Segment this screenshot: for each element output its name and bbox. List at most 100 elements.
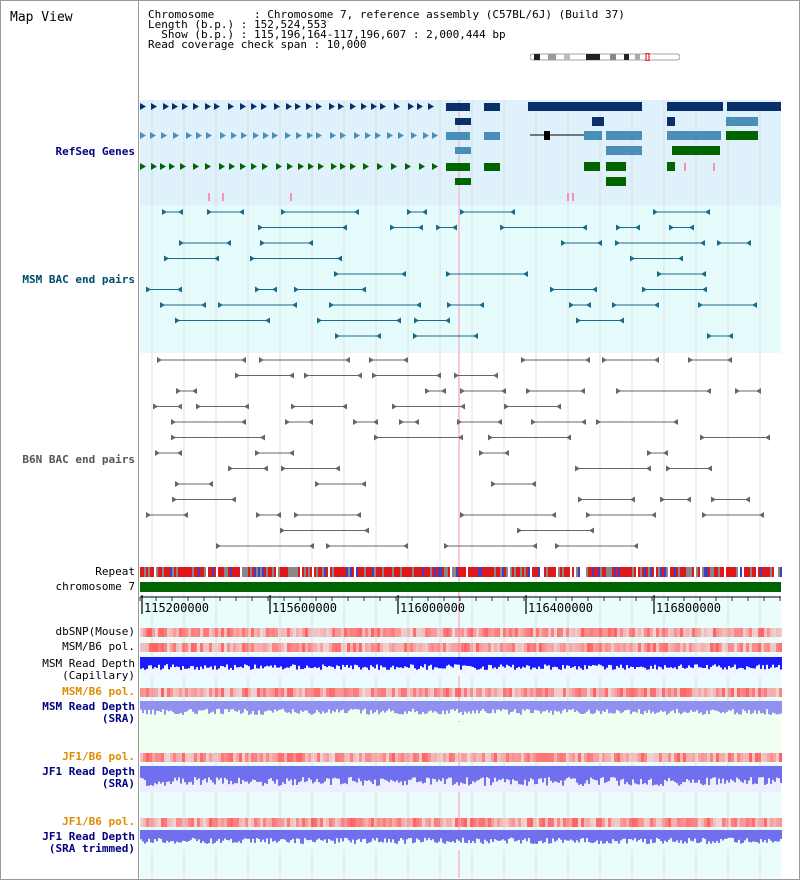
- msm-bac-end: [452, 224, 457, 231]
- track-label-msm-depth-capillary[interactable]: MSM Read Depth (Capillary): [0, 658, 135, 682]
- density-bin: [602, 753, 605, 762]
- msm-depth-capillary-bar: [760, 657, 762, 669]
- jf1-depth-trimmed-bar: [494, 830, 496, 840]
- density-bin: [758, 818, 761, 827]
- msm-depth-capillary-bar: [636, 657, 638, 667]
- density-bin: [683, 688, 686, 697]
- density-bin: [278, 628, 281, 637]
- msm-depth-capillary-bar: [670, 657, 672, 668]
- msm-depth-sra-bar: [298, 701, 300, 714]
- density-bin: [569, 688, 572, 697]
- msm-depth-capillary-bar: [220, 657, 222, 666]
- track-label-dbsnp[interactable]: dbSNP(Mouse): [55, 625, 135, 638]
- track-label-msm-pol-1[interactable]: MSM/B6 pol.: [62, 640, 135, 653]
- density-bin: [680, 818, 683, 827]
- density-bin: [317, 753, 320, 762]
- repeat-bin: [434, 567, 436, 577]
- msm-depth-capillary-bar: [642, 657, 644, 668]
- density-bin: [581, 818, 584, 827]
- jf1-depth-sra-bar: [296, 766, 298, 785]
- track-label-msm-bac[interactable]: MSM BAC end pairs: [22, 273, 135, 286]
- repeat-bin: [722, 567, 724, 577]
- density-bin: [509, 628, 512, 637]
- track-label-jf1-depth-sra[interactable]: JF1 Read Depth (SRA): [0, 766, 135, 790]
- jf1-depth-trimmed-bar: [488, 830, 490, 844]
- repeat-bin: [458, 567, 460, 577]
- b6n-bac-end: [596, 419, 601, 425]
- track-label-msm-depth-capillary-line2: (Capillary): [62, 669, 135, 682]
- gene-arrow: [350, 103, 356, 110]
- msm-depth-capillary-bar: [744, 657, 746, 670]
- track-label-jf1-pol-1[interactable]: JF1/B6 pol.: [62, 750, 135, 763]
- repeat-bin: [762, 567, 764, 577]
- msm-depth-capillary-bar: [516, 657, 518, 668]
- repeat-bin: [588, 567, 590, 577]
- track-label-jf1-depth-trimmed[interactable]: JF1 Read Depth (SRA trimmed): [0, 831, 135, 855]
- jf1-depth-trimmed-bar: [774, 830, 776, 842]
- msm-depth-sra-bar: [238, 701, 240, 711]
- msm-depth-sra-bar: [464, 701, 466, 712]
- density-bin: [239, 628, 242, 637]
- gene-arrow: [228, 103, 234, 110]
- jf1-depth-trimmed-bar: [512, 830, 514, 839]
- msm-depth-capillary-bar: [366, 657, 368, 668]
- density-bin: [527, 818, 530, 827]
- density-bin: [761, 818, 764, 827]
- density-bin: [236, 818, 239, 827]
- jf1-depth-sra-bar: [686, 766, 688, 779]
- jf1-depth-trimmed-bar: [748, 830, 750, 842]
- msm-depth-sra-bar: [280, 701, 282, 710]
- jf1-depth-sra-bar: [162, 766, 164, 782]
- msm-depth-sra-bar: [220, 701, 222, 714]
- density-bin: [287, 628, 290, 637]
- density-bin: [377, 818, 380, 827]
- track-label-refseq[interactable]: RefSeq Genes: [55, 145, 135, 158]
- density-bin: [281, 818, 284, 827]
- density-bin: [332, 643, 335, 652]
- density-bin: [488, 818, 491, 827]
- track-label-jf1-pol-2[interactable]: JF1/B6 pol.: [62, 815, 135, 828]
- density-bin: [695, 688, 698, 697]
- msm-bac-end: [561, 240, 566, 246]
- msm-bac-end: [500, 224, 505, 231]
- chromosome-ideogram[interactable]: [530, 53, 680, 61]
- track-label-b6n-bac[interactable]: B6N BAC end pairs: [22, 453, 135, 466]
- jf1-depth-trimmed-bar: [564, 830, 566, 840]
- density-bin: [398, 753, 401, 762]
- repeat-bin: [528, 567, 530, 577]
- msm-depth-capillary-bar: [714, 657, 716, 665]
- jf1-depth-trimmed-bar: [302, 830, 304, 844]
- track-label-msm-depth-sra[interactable]: MSM Read Depth (SRA): [0, 701, 135, 725]
- jf1-depth-sra-bar: [178, 766, 180, 778]
- density-bin: [185, 688, 188, 697]
- msm-depth-capillary-bar: [762, 657, 764, 666]
- msm-depth-sra-bar: [514, 701, 516, 710]
- density-bin: [380, 643, 383, 652]
- jf1-depth-trimmed-bar: [360, 830, 362, 842]
- jf1-depth-trimmed-bar: [384, 830, 386, 839]
- msm-depth-capillary-bar: [438, 657, 440, 669]
- density-bin: [302, 818, 305, 827]
- density-bin: [638, 753, 641, 762]
- density-bin: [182, 753, 185, 762]
- density-bin: [242, 628, 245, 637]
- jf1-depth-trimmed-bar: [396, 830, 398, 844]
- repeat-bin: [270, 567, 272, 577]
- density-bin: [515, 818, 518, 827]
- jf1-depth-sra-bar: [662, 766, 664, 786]
- jf1-depth-trimmed-bar: [460, 830, 462, 843]
- repeat-bin: [640, 567, 642, 577]
- msm-depth-sra-bar: [738, 701, 740, 715]
- jf1-depth-sra-bar: [778, 766, 780, 779]
- jf1-depth-sra-bar: [438, 766, 440, 780]
- track-label-chromosome[interactable]: chromosome 7: [55, 580, 135, 593]
- jf1-depth-trimmed-bar: [722, 830, 724, 841]
- track-label-repeat[interactable]: Repeat: [95, 565, 135, 578]
- repeat-bin: [406, 567, 408, 577]
- density-bin: [707, 753, 710, 762]
- density-bin: [251, 628, 254, 637]
- track-label-msm-pol-2[interactable]: MSM/B6 pol.: [62, 685, 135, 698]
- msm-depth-sra-bar: [366, 701, 368, 715]
- density-bin: [713, 628, 716, 637]
